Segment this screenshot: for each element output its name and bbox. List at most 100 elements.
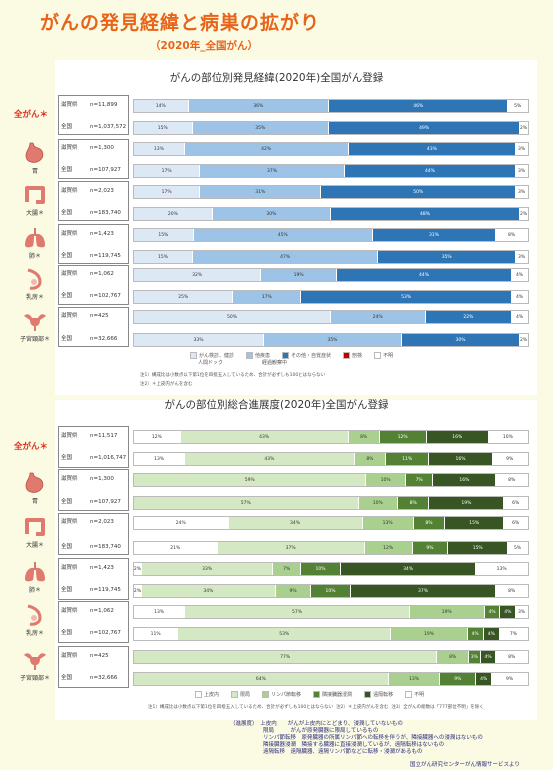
bar-value-label: 44% xyxy=(424,168,435,174)
bar-segment: 10% xyxy=(301,563,341,575)
legend-label: 剖検 xyxy=(352,353,363,359)
row-sample-size: n=1,423 xyxy=(90,231,114,237)
bar-value-label: 15% xyxy=(158,254,169,260)
bar-value-label: 13% xyxy=(382,520,393,526)
bar-segment: 64% xyxy=(134,673,389,685)
organ-name: 大腸＊ xyxy=(25,542,44,549)
stacked-bar: 15% 45% 31% 8% xyxy=(133,228,529,242)
row-sample-size: n=1,300 xyxy=(90,476,114,482)
bar-value-label: 6% xyxy=(512,500,520,506)
organ-group-box xyxy=(58,181,129,221)
organ-name: 胃 xyxy=(31,498,38,505)
organ-group-box xyxy=(58,601,129,643)
bar-value-label: 7% xyxy=(509,631,517,637)
row-label: 滋賀県 n=1,423 xyxy=(58,225,128,243)
bar-value-label: 19% xyxy=(293,272,304,278)
bar-segment: 8% xyxy=(496,229,528,241)
bar-segment: 35% xyxy=(378,251,517,263)
bar-value-label: 16% xyxy=(459,477,470,483)
bar-segment: 43% xyxy=(180,431,349,443)
organ-group-box xyxy=(58,224,129,264)
organ-group-box xyxy=(58,646,129,688)
bar-value-label: 22% xyxy=(463,314,474,320)
stacked-bar: 13% 43% 8% 11% 16% 9% xyxy=(133,452,529,466)
row-sample-size: n=119,745 xyxy=(90,587,121,593)
row-sample-size: n=1,016,747 xyxy=(90,455,127,461)
bar-value-label: 10% xyxy=(502,434,513,440)
bar-segment: 37% xyxy=(200,165,345,177)
uterus-icon xyxy=(22,647,48,677)
row-prefecture: 滋賀県 xyxy=(61,476,78,482)
bar-value-label: 16% xyxy=(452,434,463,440)
legend-label: その他・自覚症状 xyxy=(291,353,332,359)
bar-segment: 19% xyxy=(261,269,337,281)
stacked-bar: 15% 47% 35% 3% xyxy=(133,250,529,264)
legend-label: 上皮内 xyxy=(204,692,220,698)
row-label: 全国 n=119,745 xyxy=(58,581,128,599)
row-label: 全国 n=107,927 xyxy=(58,161,128,179)
bar-segment: 4% xyxy=(484,606,501,618)
bar-segment: 6% xyxy=(504,517,528,529)
bar-value-label: 19% xyxy=(423,631,434,637)
row-label: 全国 n=119,745 xyxy=(58,247,128,265)
bar-value-label: 11% xyxy=(402,456,413,462)
legend-label: がん検診、健診 xyxy=(199,353,235,359)
bar-value-label: 43% xyxy=(264,456,275,462)
chart2-title: がんの部位別総合進展度(2020年)全国がん登録 xyxy=(164,399,389,411)
bar-segment: 8% xyxy=(437,651,469,663)
bar-segment: 2% xyxy=(520,208,528,220)
bar-segment: 34% xyxy=(141,585,276,597)
organ-name: 乳房＊ xyxy=(25,294,44,301)
legend-item: その他・自覚症状 xyxy=(282,352,331,359)
lung-icon xyxy=(22,559,48,589)
bar-segment: 8% xyxy=(496,474,528,486)
organ-group-box xyxy=(58,265,129,305)
bar-value-label: 12% xyxy=(151,434,162,440)
bar-segment: 7% xyxy=(499,628,528,640)
bar-value-label: 3% xyxy=(470,654,478,660)
bar-value-label: 9% xyxy=(426,545,434,551)
bar-value-label: 4% xyxy=(488,609,496,615)
row-sample-size: n=425 xyxy=(90,653,109,659)
bar-value-label: 33% xyxy=(193,337,204,343)
page-subtitle: （2020年_全国がん） xyxy=(150,40,258,52)
row-label: 滋賀県 n=425 xyxy=(58,307,128,325)
bar-segment: 9% xyxy=(440,673,477,685)
bar-segment: 14% xyxy=(134,100,189,112)
bar-segment: 16% xyxy=(426,431,489,443)
bar-segment: 4% xyxy=(480,651,497,663)
bar-value-label: 34% xyxy=(403,566,414,572)
row-sample-size: n=183,740 xyxy=(90,544,121,550)
stacked-bar: 25% 17% 53% 4% xyxy=(133,290,529,304)
stomach-icon xyxy=(22,470,48,500)
uterus-icon xyxy=(22,308,48,338)
bar-value-label: 10% xyxy=(325,588,336,594)
stacked-bar: 59% 10% 7% 16% 8% xyxy=(133,473,529,487)
bar-segment: 33% xyxy=(141,563,274,575)
legend-item: 上皮内 xyxy=(195,691,219,698)
bar-segment: 30% xyxy=(212,208,331,220)
row-label: 全国 n=183,740 xyxy=(58,204,128,222)
bar-value-label: 3% xyxy=(517,609,526,615)
bar-segment: 43% xyxy=(185,453,355,465)
stage-def-line-4: 隣接臓器浸潤 隣接する臓器に直接浸潤しているが、遠隔転移はないもの xyxy=(230,742,445,748)
legend-swatch xyxy=(313,691,321,698)
bar-segment: 59% xyxy=(134,474,367,486)
bar-value-label: 17% xyxy=(261,294,272,300)
row-prefecture: 滋賀県 xyxy=(61,608,78,614)
bar-value-label: 4% xyxy=(504,609,512,615)
bar-value-label: 19% xyxy=(441,609,452,615)
bar-segment: 53% xyxy=(178,628,392,640)
bar-value-label: 2% xyxy=(520,125,528,131)
row-sample-size: n=2,023 xyxy=(90,519,114,525)
bar-value-label: 9% xyxy=(289,588,297,594)
bar-segment: 47% xyxy=(193,251,379,263)
stacked-bar: 77% 8% 3% 4% 8% xyxy=(133,650,529,664)
row-sample-size: n=107,927 xyxy=(90,167,121,173)
organ-group-box xyxy=(58,139,129,179)
organ-group-box xyxy=(58,469,129,511)
bar-segment: 24% xyxy=(134,517,229,529)
bar-segment: 20% xyxy=(134,208,213,220)
bar-value-label: 30% xyxy=(266,211,277,217)
row-prefecture: 全国 xyxy=(61,293,73,299)
